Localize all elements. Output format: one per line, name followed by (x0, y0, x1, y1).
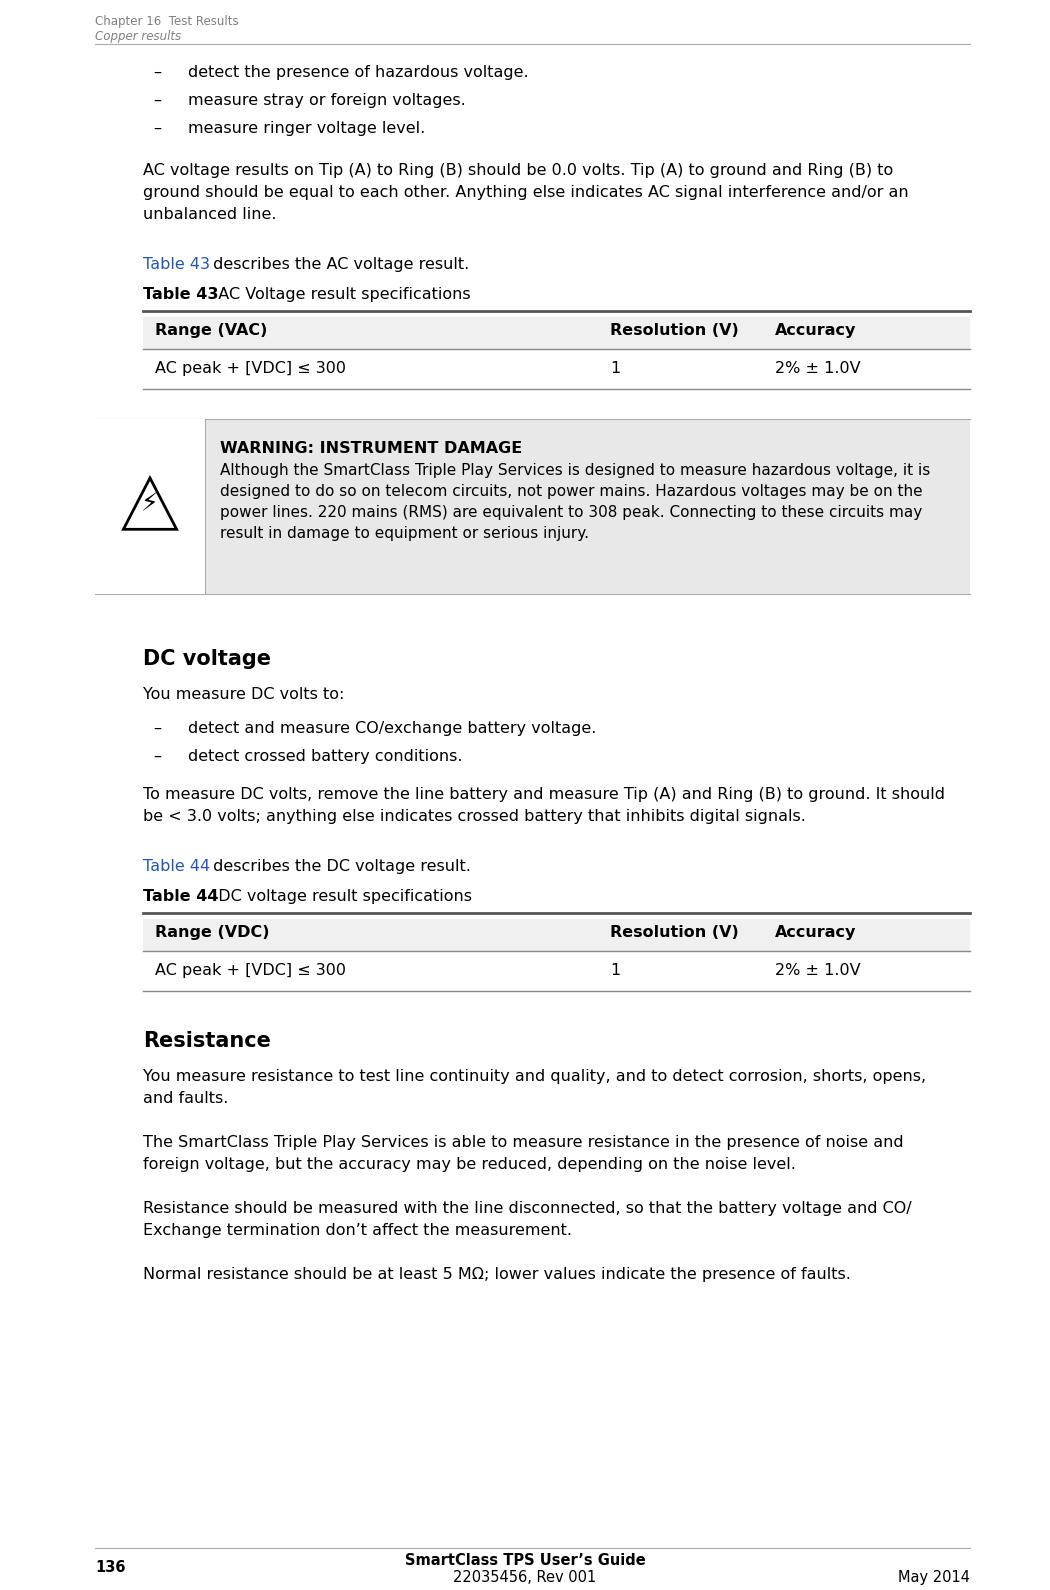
Text: Table 43: Table 43 (143, 258, 210, 272)
Text: WARNING: INSTRUMENT DAMAGE: WARNING: INSTRUMENT DAMAGE (220, 440, 522, 456)
Text: describes the DC voltage result.: describes the DC voltage result. (208, 859, 470, 874)
Text: result in damage to equipment or serious injury.: result in damage to equipment or serious… (220, 526, 589, 541)
Text: AC Voltage result specifications: AC Voltage result specifications (208, 288, 470, 302)
Text: detect the presence of hazardous voltage.: detect the presence of hazardous voltage… (188, 65, 528, 80)
Text: designed to do so on telecom circuits, not power mains. Hazardous voltages may b: designed to do so on telecom circuits, n… (220, 483, 923, 499)
Text: 2% ± 1.0V: 2% ± 1.0V (775, 964, 861, 978)
Text: Exchange termination don’t affect the measurement.: Exchange termination don’t affect the me… (143, 1223, 572, 1239)
Text: Table 44: Table 44 (143, 859, 210, 874)
Text: –: – (153, 749, 161, 765)
Text: DC voltage result specifications: DC voltage result specifications (208, 889, 472, 905)
Text: –: – (153, 121, 161, 137)
Text: You measure resistance to test line continuity and quality, and to detect corros: You measure resistance to test line cont… (143, 1068, 926, 1084)
Bar (143, 919, 970, 951)
Text: 22035456, Rev 001: 22035456, Rev 001 (454, 1569, 596, 1585)
Text: 1: 1 (610, 361, 621, 375)
Bar (94, 420, 205, 595)
Text: Resolution (V): Resolution (V) (610, 925, 738, 940)
Text: Although the SmartClass Triple Play Services is designed to measure hazardous vo: Although the SmartClass Triple Play Serv… (220, 463, 930, 479)
Text: Resistance should be measured with the line disconnected, so that the battery vo: Resistance should be measured with the l… (143, 1200, 911, 1216)
Text: ⚡: ⚡ (142, 493, 159, 517)
Text: foreign voltage, but the accuracy may be reduced, depending on the noise level.: foreign voltage, but the accuracy may be… (143, 1158, 796, 1172)
Text: be < 3.0 volts; anything else indicates crossed battery that inhibits digital si: be < 3.0 volts; anything else indicates … (143, 809, 806, 824)
Text: Range (VAC): Range (VAC) (155, 323, 268, 339)
Text: May 2014: May 2014 (898, 1569, 970, 1585)
Text: AC voltage results on Tip (A) to Ring (B) should be 0.0 volts. Tip (A) to ground: AC voltage results on Tip (A) to Ring (B… (143, 164, 894, 178)
Text: detect crossed battery conditions.: detect crossed battery conditions. (188, 749, 462, 765)
Text: and faults.: and faults. (143, 1091, 229, 1107)
Text: AC peak + [VDC] ≤ 300: AC peak + [VDC] ≤ 300 (155, 361, 346, 375)
Text: Table 43: Table 43 (143, 288, 218, 302)
Text: Normal resistance should be at least 5 MΩ; lower values indicate the presence of: Normal resistance should be at least 5 M… (143, 1267, 850, 1282)
Text: Resolution (V): Resolution (V) (610, 323, 738, 339)
Text: ground should be equal to each other. Anything else indicates AC signal interfer: ground should be equal to each other. An… (143, 184, 908, 200)
Text: 2% ± 1.0V: 2% ± 1.0V (775, 361, 861, 375)
Text: Range (VDC): Range (VDC) (155, 925, 270, 940)
Text: Table 44: Table 44 (143, 889, 218, 905)
Text: Resistance: Resistance (143, 1030, 271, 1051)
Bar (143, 316, 970, 348)
Text: Copper results: Copper results (94, 30, 181, 43)
Text: –: – (153, 92, 161, 108)
Text: AC peak + [VDC] ≤ 300: AC peak + [VDC] ≤ 300 (155, 964, 346, 978)
Text: 136: 136 (94, 1560, 126, 1576)
Text: describes the AC voltage result.: describes the AC voltage result. (208, 258, 469, 272)
Text: Accuracy: Accuracy (775, 323, 857, 339)
Text: Chapter 16  Test Results: Chapter 16 Test Results (94, 14, 238, 29)
Text: DC voltage: DC voltage (143, 649, 271, 669)
Text: SmartClass TPS User’s Guide: SmartClass TPS User’s Guide (404, 1553, 646, 1568)
Polygon shape (124, 479, 176, 529)
Text: –: – (153, 65, 161, 80)
Text: –: – (153, 720, 161, 736)
Text: You measure DC volts to:: You measure DC volts to: (143, 687, 344, 703)
Text: The SmartClass Triple Play Services is able to measure resistance in the presenc: The SmartClass Triple Play Services is a… (143, 1135, 904, 1150)
Text: detect and measure CO/exchange battery voltage.: detect and measure CO/exchange battery v… (188, 720, 596, 736)
Text: measure ringer voltage level.: measure ringer voltage level. (188, 121, 425, 137)
Bar (94, 420, 970, 595)
Text: measure stray or foreign voltages.: measure stray or foreign voltages. (188, 92, 466, 108)
Text: unbalanced line.: unbalanced line. (143, 207, 276, 223)
Text: 1: 1 (610, 964, 621, 978)
Text: Accuracy: Accuracy (775, 925, 857, 940)
Text: To measure DC volts, remove the line battery and measure Tip (A) and Ring (B) to: To measure DC volts, remove the line bat… (143, 787, 945, 801)
Text: power lines. 220 mains (RMS) are equivalent to 308 peak. Connecting to these cir: power lines. 220 mains (RMS) are equival… (220, 506, 922, 520)
